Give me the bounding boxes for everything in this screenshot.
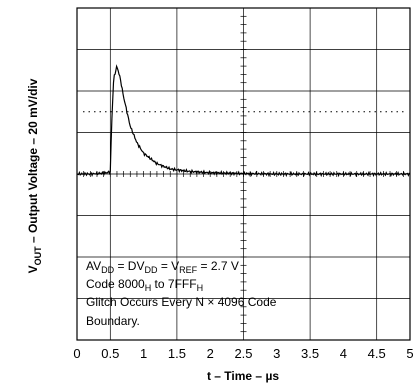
annotation-code-transition: Code 8000H to 7FFFH — [86, 277, 203, 293]
annotation-boundary: Boundary. — [86, 314, 140, 328]
annotation-supply-voltage: AVDD = DVDD = VREF = 2.7 V — [86, 259, 239, 275]
x-tick-labels: 0 0.5 1 1.5 2 2.5 3 3.5 4 4.5 5 — [73, 346, 413, 361]
annotation-glitch-note: Glitch Occurs Every N × 4096 Code — [86, 295, 277, 309]
x-tick-label: 3 — [273, 346, 280, 361]
x-tick-label: 5 — [406, 346, 413, 361]
x-tick-label: 3.5 — [301, 346, 319, 361]
x-axis-label: t – Time – µs — [207, 369, 279, 383]
x-tick-label: 1 — [140, 346, 147, 361]
x-tick-label: 1.5 — [168, 346, 186, 361]
x-tick-label: 0.5 — [101, 346, 119, 361]
x-tick-label: 2 — [207, 346, 214, 361]
x-tick-label: 4 — [340, 346, 347, 361]
x-tick-label: 0 — [73, 346, 80, 361]
y-axis-label: VOUT – Output Voltage – 20 mV/div — [26, 78, 43, 273]
glitch-trace — [76, 64, 410, 178]
x-tick-label: 2.5 — [234, 346, 252, 361]
x-tick-label: 4.5 — [368, 346, 386, 361]
annotation-block: AVDD = DVDD = VREF = 2.7 V Code 8000H to… — [86, 259, 277, 328]
